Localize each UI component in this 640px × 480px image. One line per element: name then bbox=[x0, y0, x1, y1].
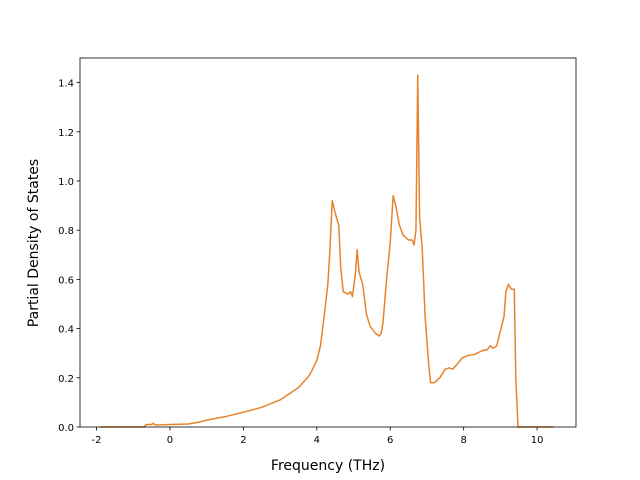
x-tick-label: 2 bbox=[240, 435, 246, 446]
y-tick-label: 0.8 bbox=[58, 226, 74, 237]
plot-frame bbox=[79, 57, 577, 428]
y-tick-label: 1.0 bbox=[58, 177, 74, 188]
y-tick-label: 0.2 bbox=[58, 374, 74, 385]
x-tick-label: 10 bbox=[531, 435, 544, 446]
x-axis-label: Frequency (THz) bbox=[271, 458, 385, 474]
x-tick-label: 8 bbox=[460, 435, 466, 446]
y-tick-label: 1.2 bbox=[58, 128, 74, 139]
x-tick-label: 4 bbox=[314, 435, 320, 446]
x-tick-label: -2 bbox=[92, 435, 102, 446]
x-tick-label: 6 bbox=[387, 435, 393, 446]
y-axis-label: Partial Density of States bbox=[26, 159, 42, 327]
y-tick-label: 0.4 bbox=[58, 325, 74, 336]
y-tick-label: 0.0 bbox=[58, 423, 74, 434]
data-line bbox=[100, 74, 554, 428]
x-tick-label: 0 bbox=[167, 435, 173, 446]
y-tick-label: 1.4 bbox=[58, 79, 74, 90]
y-tick-label: 0.6 bbox=[58, 275, 74, 286]
